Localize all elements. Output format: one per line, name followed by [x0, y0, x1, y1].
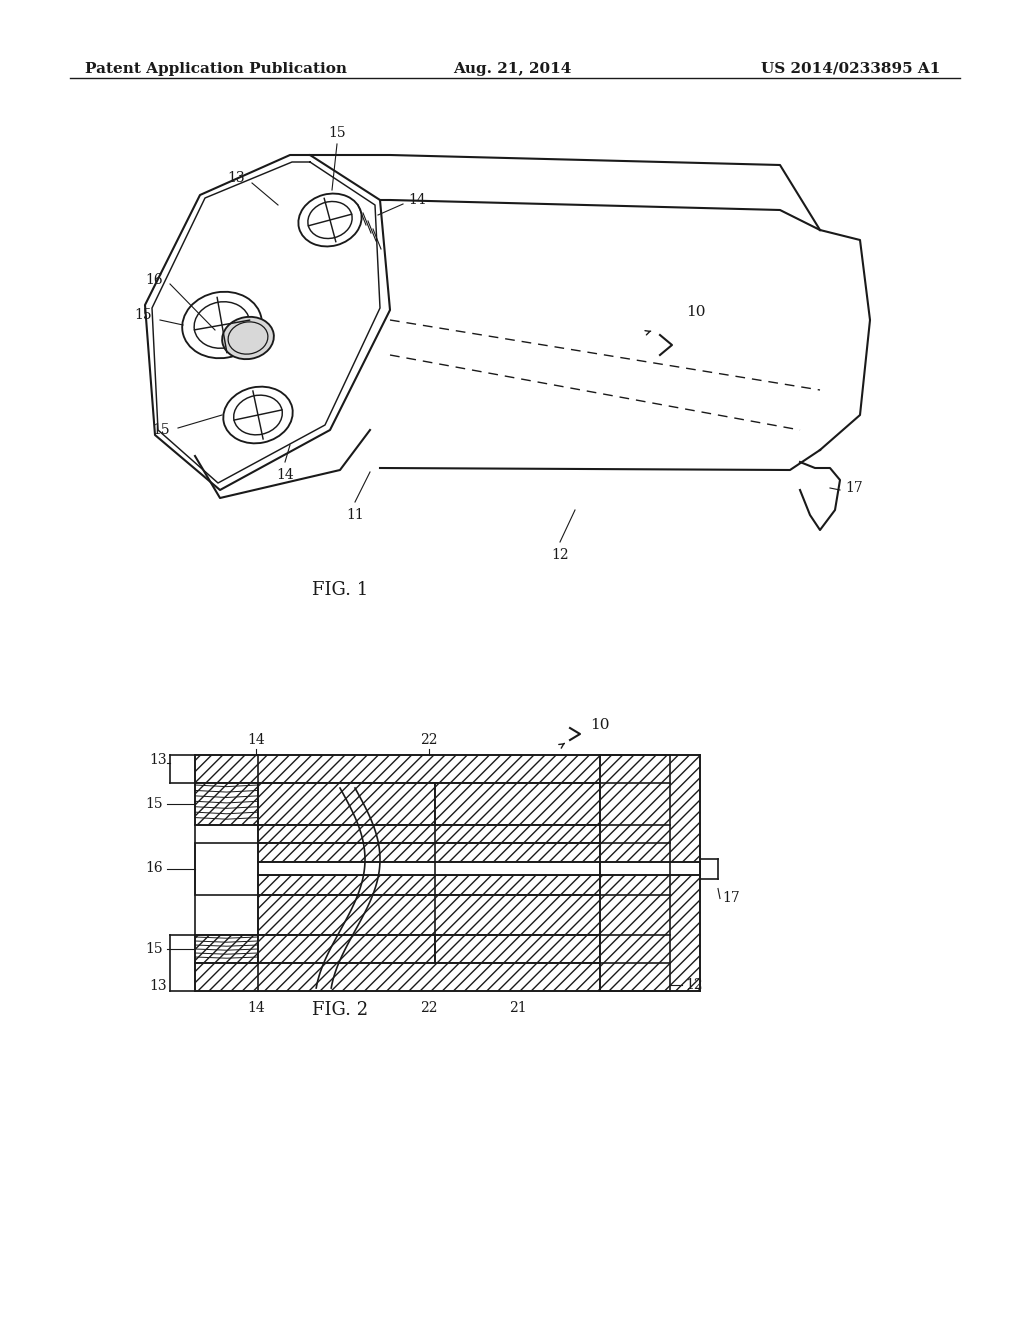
Bar — [600, 755, 700, 991]
Text: 12: 12 — [685, 978, 702, 993]
Text: 13: 13 — [227, 172, 245, 185]
Text: 17: 17 — [845, 480, 863, 495]
Text: 13: 13 — [150, 979, 167, 993]
Text: Aug. 21, 2014: Aug. 21, 2014 — [453, 62, 571, 77]
Bar — [435, 783, 600, 825]
Bar — [435, 935, 600, 964]
Bar — [195, 755, 670, 783]
Text: FIG. 1: FIG. 1 — [312, 581, 368, 599]
Text: US 2014/0233895 A1: US 2014/0233895 A1 — [761, 62, 940, 77]
Text: 10: 10 — [590, 718, 609, 733]
Text: 17: 17 — [722, 891, 739, 906]
Ellipse shape — [222, 317, 273, 359]
Text: FIG. 2: FIG. 2 — [312, 1001, 368, 1019]
Text: 14: 14 — [247, 1001, 265, 1015]
Text: 14: 14 — [408, 193, 426, 207]
Text: 15: 15 — [153, 422, 170, 437]
Bar — [258, 843, 670, 862]
Bar — [258, 825, 670, 843]
Bar — [258, 783, 435, 825]
Bar — [258, 875, 670, 895]
Bar — [195, 964, 670, 991]
Bar — [258, 935, 435, 964]
Bar — [258, 862, 670, 875]
Text: 22: 22 — [420, 733, 437, 747]
Bar — [195, 935, 258, 964]
Bar — [195, 783, 258, 825]
Text: 15: 15 — [145, 797, 163, 810]
Bar — [258, 895, 670, 935]
Text: 22: 22 — [420, 1001, 437, 1015]
Bar — [195, 843, 670, 895]
Text: 10: 10 — [686, 305, 706, 319]
Text: 13: 13 — [150, 752, 167, 767]
Text: 15: 15 — [134, 308, 152, 322]
Text: 14: 14 — [247, 733, 265, 747]
Text: 21: 21 — [509, 1001, 526, 1015]
Text: 16: 16 — [145, 862, 163, 875]
Bar — [600, 935, 670, 964]
Text: 15: 15 — [328, 125, 346, 140]
Bar — [600, 862, 700, 875]
Text: 11: 11 — [346, 508, 364, 521]
Text: Patent Application Publication: Patent Application Publication — [85, 62, 347, 77]
Text: 12: 12 — [551, 548, 568, 562]
Bar — [600, 783, 670, 825]
Text: 16: 16 — [145, 273, 163, 286]
Text: 15: 15 — [145, 942, 163, 956]
Text: 14: 14 — [276, 469, 294, 482]
